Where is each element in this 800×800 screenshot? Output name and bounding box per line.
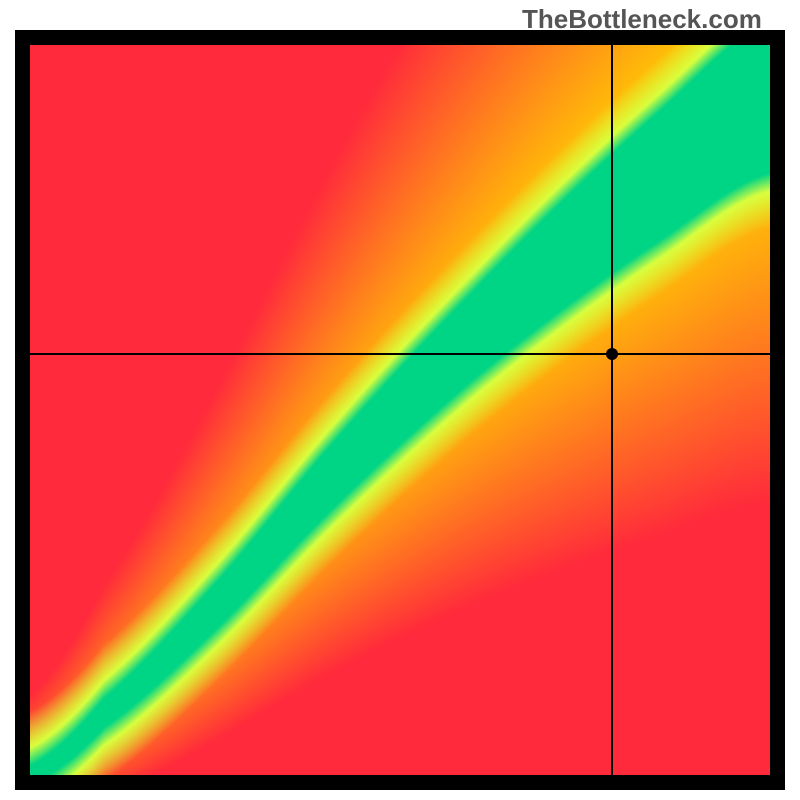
plot-border: [15, 30, 785, 790]
crosshair-marker: [606, 348, 618, 360]
crosshair-horizontal: [30, 353, 770, 355]
crosshair-vertical: [611, 45, 613, 775]
watermark-text: TheBottleneck.com: [522, 4, 762, 35]
